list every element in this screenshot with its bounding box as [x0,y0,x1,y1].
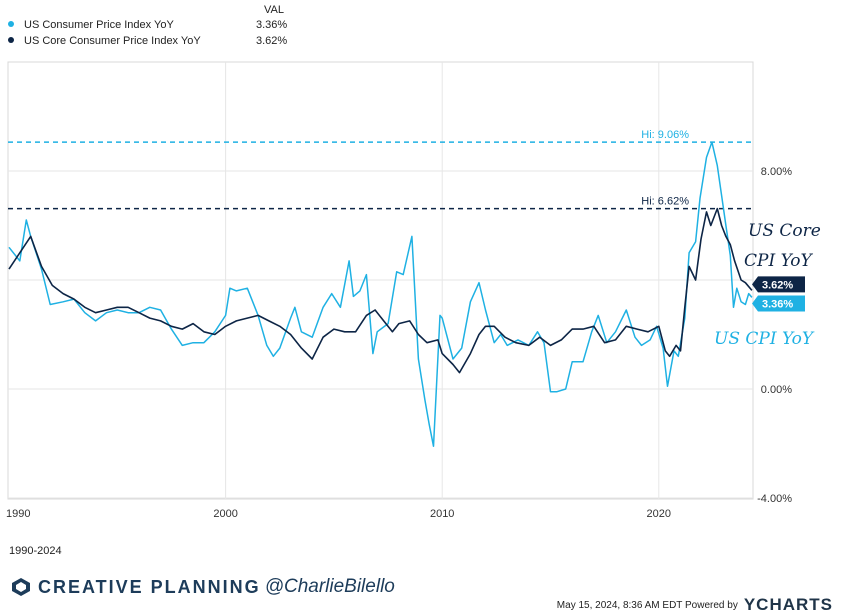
legend-dot-core-icon [8,37,14,44]
end-value-badge [752,295,805,312]
author-handle: @CharlieBilello [264,576,395,597]
y-tick-label: 0.00% [761,384,792,396]
x-tick-label: 1990 [6,508,30,520]
ycharts-logo: YCHARTS [743,595,833,614]
x-tick-label: 2010 [430,508,454,520]
legend-item-cpi[interactable]: US Consumer Price Index YoY 3.36% [8,19,287,31]
hi-line-label: Hi: 6.62% [641,196,689,208]
legend-label: US Consumer Price Index YoY [24,19,174,31]
footer-attribution: May 15, 2024, 8:36 AM EDT Powered by YCH… [557,595,833,615]
annotation-cpi: US CPI YoY [714,329,814,349]
end-value-label: 3.36% [762,298,793,310]
cpi-series-line [8,141,753,447]
creative-planning-brand: CREATIVE PLANNING @CharlieBilello [10,574,395,600]
legend-label: US Core Consumer Price Index YoY [24,35,201,47]
date-range-label[interactable]: 1990-2024 [9,545,62,557]
x-tick-label: 2000 [213,508,237,520]
legend-value: 3.62% [256,35,288,47]
y-tick-label: -4.00% [757,493,792,505]
x-tick-label: 2020 [647,508,671,520]
legend-value-header: VAL [264,4,284,16]
creative-planning-logo-icon [12,578,30,596]
annotation-core-line2: CPI YoY [744,251,812,271]
legend-item-core-cpi[interactable]: US Core Consumer Price Index YoY 3.62% [8,35,287,47]
annotation-core-line1: US Core [748,221,821,241]
brand-name: CREATIVE PLANNING [38,576,261,597]
timestamp: May 15, 2024, 8:36 AM EDT Powered by [556,599,738,611]
core-cpi-series-line [8,207,753,374]
legend-value: 3.36% [256,19,288,31]
legend-dot-cpi-icon [8,21,14,28]
end-value-label: 3.62% [762,279,793,291]
line-chart: 8.00%4.00%0.00%-4.00%1990200020102020Hi:… [6,61,805,520]
end-value-badge [752,276,805,293]
hi-line-label: Hi: 9.06% [641,129,689,141]
y-tick-label: 8.00% [761,166,792,178]
